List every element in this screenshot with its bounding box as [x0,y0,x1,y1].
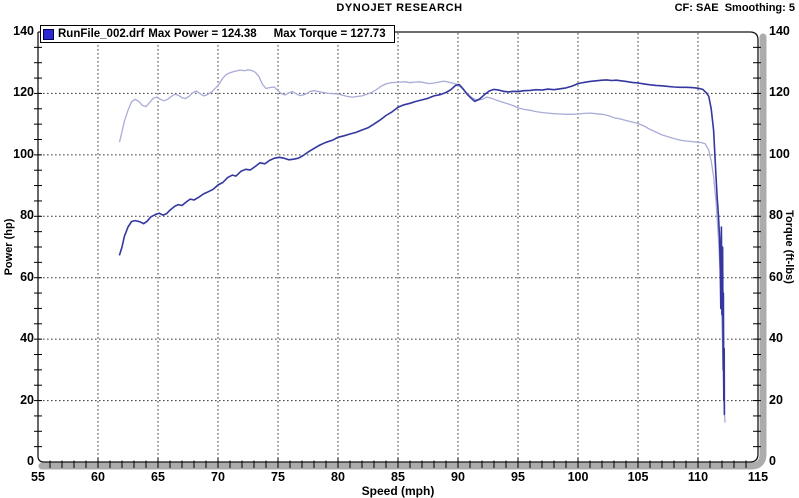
power-tick-label: 140 [13,24,34,38]
plot-frame [37,31,759,463]
x-tick-label: 85 [391,470,405,484]
power-tick-label: 60 [20,269,34,284]
x-tick-label: 75 [271,470,285,484]
x-tick-label: 105 [627,470,649,484]
torque-tick-label: 20 [769,392,783,407]
x-tick-label: 60 [91,470,105,484]
torque-tick-label: 0 [769,454,776,468]
run-legend[interactable]: RunFile_002.drf Max Power = 124.38 Max T… [40,25,395,43]
power-tick-label: 40 [20,331,34,346]
run-file-label: RunFile_002.drf [58,28,145,40]
power-tick-label: 80 [20,208,34,223]
power-tick-label: 0 [27,454,34,468]
torque-tick-label: 40 [769,331,783,346]
x-tick-label: 90 [451,470,465,484]
x-tick-label: 55 [31,470,45,484]
power-tick-label: 100 [13,146,34,161]
x-tick-label: 100 [567,470,589,484]
torque-tick-label: 60 [769,269,783,284]
x-tick-label: 115 [747,470,769,484]
torque-tick-label: 140 [769,24,790,38]
torque-curve [118,69,726,423]
x-tick-label: 65 [151,470,165,484]
max-power-label: Max Power = 124.38 [148,28,257,40]
x-tick-label: 110 [687,470,709,484]
torque-tick-label: 100 [769,146,790,161]
power-curve [118,79,726,416]
x-tick-label: 70 [211,470,225,484]
page-title: DYNOJET RESEARCH [336,2,463,14]
speed-axis-title: Speed (mph) [361,484,435,498]
axis-3d-bar [38,33,767,470]
max-torque-label: Max Torque = 127.73 [273,28,386,40]
torque-tick-label: 120 [769,85,790,100]
power-tick-label: 20 [20,392,34,407]
x-tick-label: 80 [331,470,345,484]
torque-tick-label: 80 [769,208,783,223]
x-tick-label: 95 [511,470,525,484]
correction-smoothing-label: CF: SAE Smoothing: 5 [674,2,795,14]
power-tick-label: 120 [13,85,34,100]
run-color-swatch-icon [43,28,54,40]
power-axis-title: Power (hp) [3,218,15,276]
